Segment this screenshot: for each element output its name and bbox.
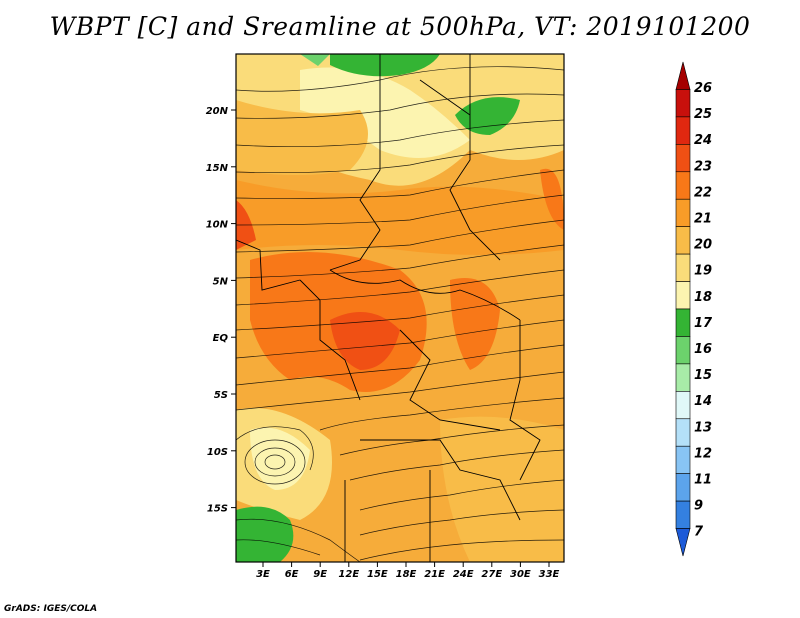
lat-tick-label: 20N [206,106,229,117]
colorbar-swatch [675,336,691,365]
colorbar-swatch [675,226,691,255]
lon-tick-label: 27E [481,569,502,580]
lon-tick-label: 12E [338,569,359,580]
colorbar-label: 15 [694,368,712,383]
lat-tick-label: 5S [214,390,228,401]
lon-tick-label: 33E [539,569,560,580]
lat-tick-label: 15N [206,163,229,174]
chart-title: WBPT [C] and Sreamline at 500hPa, VT: 20… [49,12,751,41]
colorbar-label: 16 [694,342,712,357]
colorbar-swatch [675,144,691,173]
country-borders [236,54,541,562]
lat-tick-label: 10N [206,220,229,231]
colorbar-label: 18 [694,290,712,305]
colorbar-swatch [675,445,691,474]
lat-tick-label: 10S [207,447,228,458]
colorbar-swatch [675,308,691,337]
colorbar-label: 12 [694,446,712,461]
streamlines [236,66,564,562]
lon-tick-label: 9E [313,569,327,580]
colorbar-label: 14 [694,394,712,409]
wbpt-shading [236,54,564,562]
colorbar-label: 25 [694,107,712,122]
colorbar-swatch [675,281,691,310]
latitude-axis: 20N 15N 10N 5N EQ 5S 10S 15S [206,106,236,515]
colorbar-label: 9 [694,499,703,514]
colorbar-swatch [675,198,691,227]
colorbar-swatch [675,500,691,529]
colorbar-swatch [675,61,691,90]
lon-tick-label: 30E [510,569,531,580]
colorbar-label: 19 [694,264,712,279]
colorbar-swatch [675,363,691,392]
lon-tick-label: 24E [453,569,474,580]
colorbar-swatch [675,116,691,145]
colorbar-swatch [675,473,691,502]
colorbar-swatch [675,171,691,200]
lon-tick-label: 21E [424,569,445,580]
lat-tick-label: 15S [207,504,228,515]
colorbar-label: 21 [694,212,712,227]
footer-credit: GrADS: IGES/COLA [4,604,98,614]
lon-tick-label: 18E [396,569,417,580]
lon-tick-label: 3E [256,569,270,580]
colorbar-label: 7 [694,525,704,540]
lat-tick-label: 5N [213,276,229,287]
lat-tick-label: EQ [213,333,229,344]
colorbar-label: 11 [694,473,712,488]
colorbar-swatch [675,528,691,557]
colorbar-label: 26 [694,81,712,96]
colorbar-swatch [675,418,691,447]
colorbar-label: 24 [694,133,712,148]
lon-tick-label: 6E [285,569,299,580]
colorbar-label: 23 [694,159,712,174]
lon-tick-label: 15E [367,569,388,580]
colorbar-swatch [675,391,691,420]
colorbar-label: 17 [694,316,713,331]
longitude-axis: 3E 6E 9E 12E 15E 18E 21E 24E 27E 30E 33E [256,562,560,580]
colorbar-label: 20 [694,238,712,253]
colorbar-swatch [675,89,691,118]
colorbar-label: 22 [694,185,712,200]
colorbar-swatch [675,253,691,282]
plot-frame [235,53,565,563]
colorbar: 26 25 24 23 22 21 20 19 18 17 16 15 14 13 12 11 9 7 [675,61,713,557]
colorbar-label: 13 [694,420,712,435]
